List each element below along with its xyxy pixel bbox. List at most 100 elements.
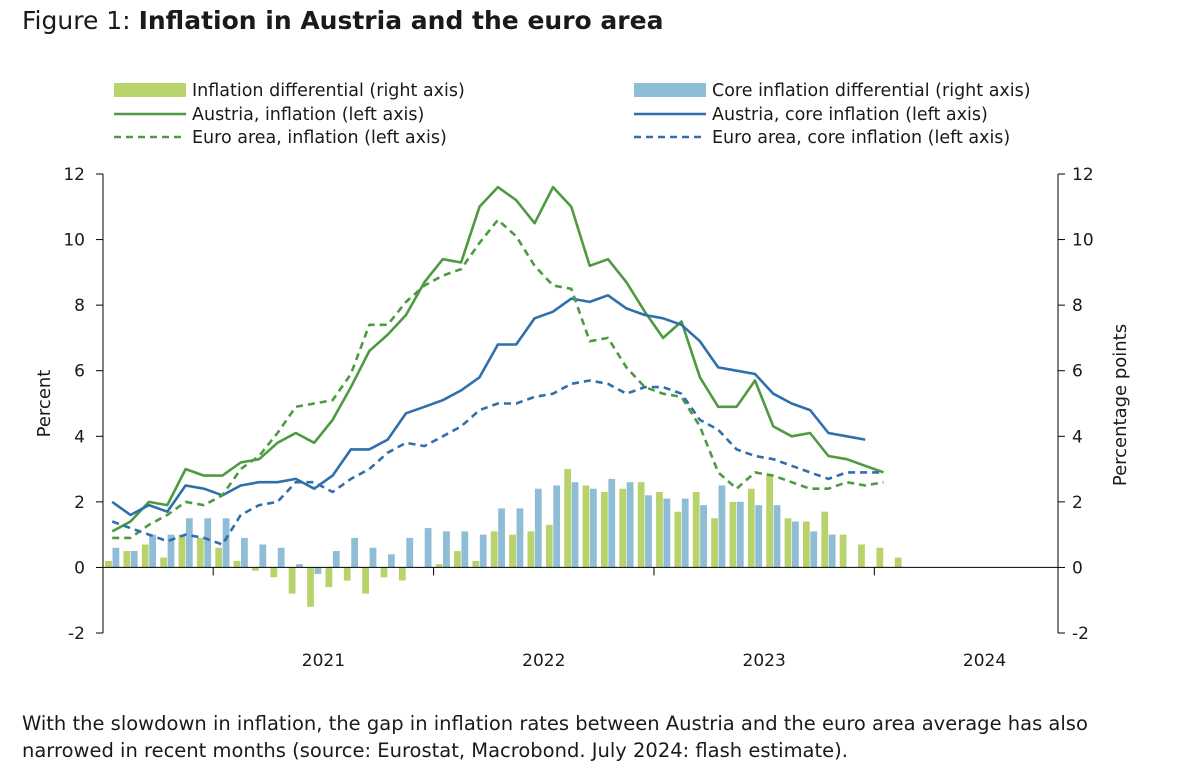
inflation-differential-bar: [802, 521, 810, 568]
inflation-differential-bar: [288, 567, 296, 594]
right-tick-label: 12: [1072, 165, 1094, 185]
left-tick-label: 12: [63, 165, 85, 185]
core-differential-bar: [167, 534, 175, 568]
right-axis-title: Percentage points: [1110, 324, 1131, 486]
core-differential-bar: [589, 488, 597, 568]
inflation-differential-bar: [784, 518, 792, 568]
inflation-differential-bar: [178, 534, 186, 568]
core-differential-bar: [608, 478, 616, 568]
legend-austria-core-inflation-label: Austria, core inflation (left axis): [712, 105, 988, 125]
core-differential-bar: [534, 488, 542, 568]
core-differential-bar: [516, 508, 524, 568]
core-differential-bar: [296, 564, 303, 568]
core-differential-bar: [406, 537, 414, 568]
right-tick-label: 10: [1072, 231, 1094, 251]
figure-caption: With the slowdown in inflation, the gap …: [22, 712, 1088, 762]
legend-inflation-differential-swatch: [114, 83, 186, 97]
inflation-differential-bar: [398, 567, 406, 581]
core-differential-bar: [755, 505, 763, 568]
core-differential-bar: [681, 498, 689, 568]
right-tick-label: 4: [1072, 427, 1083, 447]
inflation-differential-bar: [876, 547, 884, 568]
left-tick-label: 6: [74, 362, 85, 382]
core-differential-bar: [479, 534, 487, 568]
core-differential-bar: [736, 501, 744, 568]
figure-title-text: Inflation in Austria and the euro area: [138, 6, 664, 35]
inflation-differential-bar: [545, 524, 553, 568]
core-differential-bar: [626, 482, 634, 568]
core-differential-bar: [700, 505, 707, 568]
core-differential-bar: [332, 551, 340, 568]
inflation-chart: Inflation differential (right axis) Core …: [34, 81, 1131, 671]
core-differential-bar: [387, 554, 395, 568]
inflation-differential-bar: [656, 492, 663, 568]
inflation-differential-bar: [637, 482, 645, 568]
austria-core-inflation-line: [111, 293, 866, 517]
right-tick-label: 0: [1072, 558, 1083, 578]
right-tick-label: 2: [1072, 493, 1083, 513]
core-differential-bar: [314, 567, 322, 574]
inflation-differential-bar: [160, 557, 167, 568]
label-layer: -2 -2 0 0 2 2 4 4 6 6 8 8 10 10 12 12 2021 2022 2023 2024 Pe…: [34, 165, 1131, 671]
core-differential-bar: [222, 518, 230, 568]
inflation-differential-bar: [619, 488, 627, 568]
inflation-differential-bar: [839, 534, 847, 568]
right-tick-label: -2: [1072, 624, 1089, 644]
inflation-differential-bar: [233, 560, 241, 568]
legend-inflation-differential-label: Inflation differential (right axis): [192, 81, 465, 101]
chart-legend: Inflation differential (right axis) Core …: [114, 81, 1031, 148]
legend-core-inflation-differential-label: Core inflation differential (right axis): [712, 81, 1031, 101]
core-differential-bar: [351, 537, 359, 568]
core-differential-bar: [810, 531, 818, 568]
core-differential-bar: [553, 485, 561, 568]
core-differential-bar: [204, 518, 212, 568]
inflation-differential-bar: [380, 567, 388, 578]
inflation-differential-bar: [307, 567, 314, 607]
inflation-differential-bar: [325, 567, 333, 588]
inflation-differential-bar: [490, 531, 498, 568]
legend-euro-area-core-inflation-label: Euro area, core inflation (left axis): [712, 128, 1010, 148]
right-tick-label: 8: [1072, 296, 1083, 316]
inflation-differential-bar: [435, 564, 443, 568]
year-label: 2021: [302, 651, 345, 671]
left-axis-title: Percent: [34, 370, 55, 438]
inflation-differential-bar: [105, 560, 112, 568]
inflation-differential-bar: [141, 544, 149, 568]
inflation-differential-bar: [252, 567, 259, 571]
core-differential-bar: [792, 521, 799, 568]
core-differential-bar: [828, 534, 836, 568]
core-differential-bar: [369, 547, 377, 568]
core-differential-bar: [498, 508, 505, 568]
austria-inflation-line: [111, 185, 884, 533]
core-differential-bar: [185, 518, 193, 568]
inflation-differential-bar: [692, 492, 700, 568]
core-differential-bar: [663, 498, 671, 568]
left-tick-label: 10: [63, 231, 85, 251]
inflation-differential-bar: [215, 547, 223, 568]
inflation-differential-bar: [343, 567, 351, 581]
bar-layer: [105, 469, 902, 607]
right-tick-label: 6: [1072, 362, 1083, 382]
core-differential-bar: [571, 482, 579, 568]
euro-area-inflation-line: [112, 218, 884, 540]
core-differential-bar: [461, 531, 469, 568]
figure-title: Figure 1: Inflation in Austria and the e…: [22, 6, 663, 35]
inflation-differential-bar: [454, 551, 461, 568]
inflation-differential-bar: [747, 488, 755, 568]
inflation-differential-bar: [362, 567, 369, 594]
legend-core-inflation-differential-swatch: [634, 83, 706, 97]
left-tick-label: 8: [74, 296, 85, 316]
euro-area-core-inflation-line: [111, 379, 884, 546]
inflation-differential-bar: [270, 567, 278, 578]
legend-austria-inflation-label: Austria, inflation (left axis): [192, 105, 424, 125]
inflation-differential-bar: [858, 544, 865, 568]
figure-prefix: Figure 1:: [22, 6, 139, 35]
left-tick-label: 2: [74, 493, 85, 513]
core-differential-bar: [443, 531, 450, 568]
core-differential-bar: [718, 485, 726, 568]
core-differential-bar: [130, 551, 138, 568]
core-differential-bar: [277, 547, 285, 568]
inflation-differential-bar: [894, 557, 902, 568]
inflation-differential-bar: [600, 492, 608, 568]
core-differential-bar: [149, 534, 157, 568]
